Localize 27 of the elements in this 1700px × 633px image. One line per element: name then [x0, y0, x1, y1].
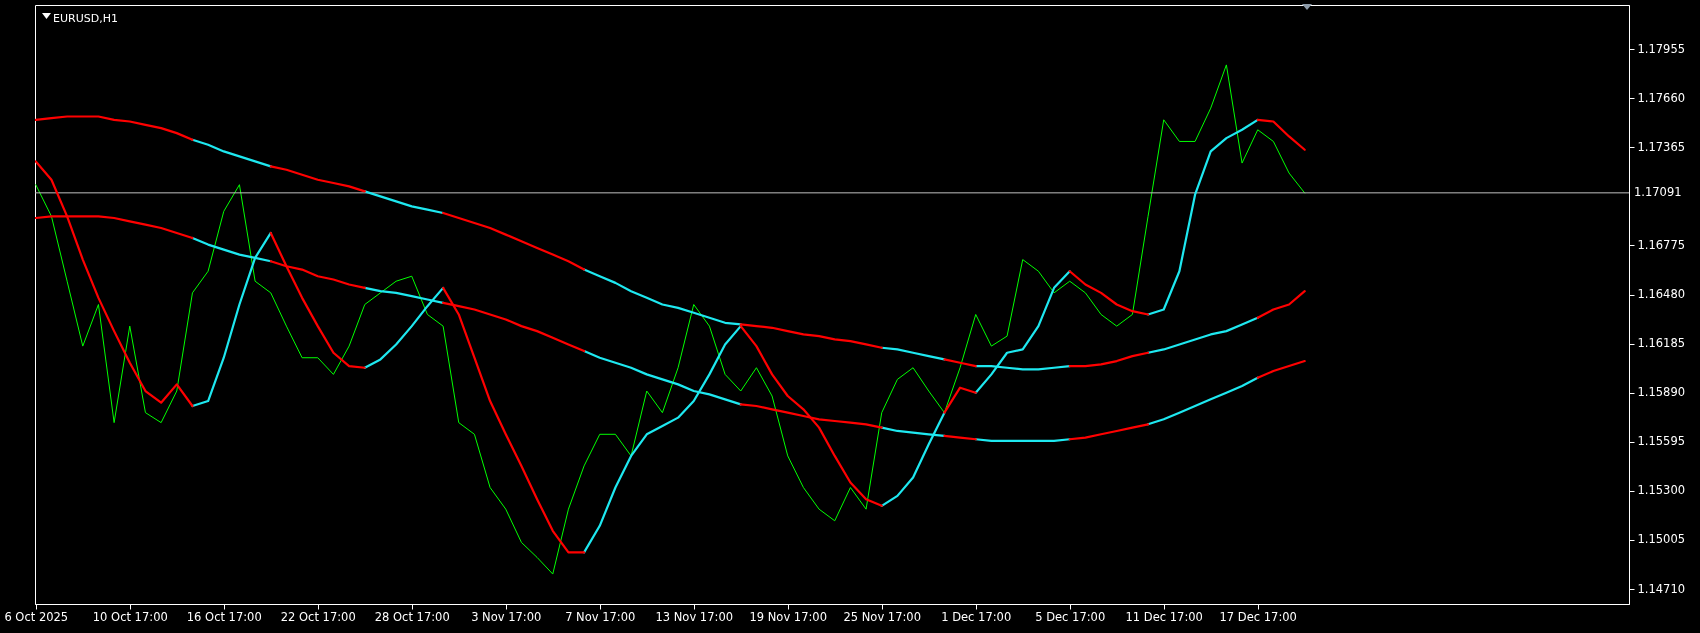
y-tick-label: 1.17660 — [1637, 90, 1686, 105]
x-tick-label: 28 Oct 17:00 — [374, 609, 450, 624]
y-tick-label: 1.17955 — [1637, 41, 1686, 56]
y-tick-label: 1.16480 — [1637, 287, 1686, 302]
x-tick-label: 6 Oct 2025 — [4, 609, 69, 624]
y-tick-label: 1.17365 — [1637, 139, 1686, 154]
text: EURUSD,H1 — [53, 12, 118, 25]
x-tick-label: 3 Nov 17:00 — [471, 609, 542, 624]
y-tick-label: 1.16775 — [1637, 237, 1686, 252]
x-tick-label: 22 Oct 17:00 — [280, 609, 356, 624]
ref-line-label: 1.17091 — [1634, 184, 1682, 199]
x-tick-label: 7 Nov 17:00 — [565, 609, 636, 624]
y-tick-label: 1.15005 — [1637, 532, 1686, 547]
x-tick-label: 19 Nov 17:00 — [749, 609, 828, 624]
y-tick-label: 1.14710 — [1637, 581, 1686, 596]
x-tick-label: 25 Nov 17:00 — [843, 609, 921, 624]
y-tick-label: 1.16185 — [1637, 336, 1686, 351]
x-tick-label: 10 Oct 17:00 — [92, 609, 168, 624]
y-tick-label: 1.15595 — [1637, 434, 1686, 449]
x-tick-label: 11 Dec 17:00 — [1125, 609, 1203, 624]
y-tick-label: 1.15890 — [1637, 385, 1686, 400]
x-tick-label: 16 Oct 17:00 — [186, 609, 262, 624]
x-tick-label: 5 Dec 17:00 — [1035, 609, 1106, 624]
x-tick-label: 1 Dec 17:00 — [941, 609, 1012, 624]
y-tick-label: 1.15300 — [1637, 483, 1686, 498]
x-tick-label: 13 Nov 17:00 — [655, 609, 734, 624]
x-tick-label: 17 Dec 17:00 — [1219, 609, 1297, 624]
